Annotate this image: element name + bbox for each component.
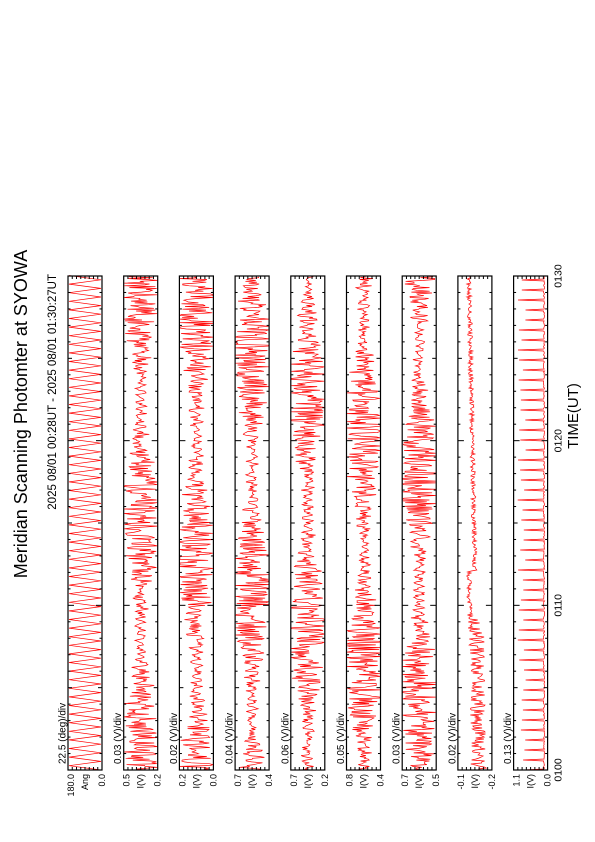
y-axis-label: I(V) — [470, 774, 480, 789]
x-tick-label: 0120 — [553, 429, 565, 453]
panel-frame-8 — [457, 275, 493, 771]
y-axis-label: I(V) — [136, 774, 146, 789]
y-axis-label: I(V) — [414, 774, 424, 789]
y-tick-label: 0.4 — [376, 774, 386, 787]
y-tick-label: 0.0 — [208, 774, 218, 787]
panel-3: 0.0 0.2 I(V) 0.02 (V)/div — [169, 275, 218, 789]
series-line-4 — [234, 276, 269, 771]
scale-label: 22.5 (deg)/div — [58, 703, 69, 764]
scale-label: 0.03 (V)/div — [392, 713, 403, 764]
y-tick-label: 0.0 — [97, 774, 107, 787]
y-tick-label: 180.0 — [66, 774, 76, 797]
series-line-7 — [401, 276, 437, 771]
scale-label: 0.02 (V)/div — [169, 713, 180, 764]
y-tick-label: 0.5 — [122, 774, 132, 787]
y-tick-label: 0.0 — [543, 774, 553, 787]
series-line-6 — [346, 276, 381, 771]
panel-6: 0.4 0.8 I(V) 0.05 (V)/div — [336, 275, 386, 789]
panel-5: 0.2 0.7 I(V) 0.06 (V)/div — [280, 275, 330, 789]
y-axis-label: I(V) — [303, 774, 313, 789]
y-tick-label: 0.7 — [400, 774, 410, 787]
y-tick-label: 0.2 — [177, 774, 187, 787]
x-axis-label: TIME(UT) — [565, 383, 582, 449]
x-tick-label: 0130 — [553, 264, 565, 288]
scale-label: 0.03 (V)/div — [113, 713, 124, 764]
y-axis-label: I(V) — [359, 774, 369, 789]
panel-2: 0.2 0.5 I(V) 0.03 (V)/div — [113, 275, 163, 789]
panel-7: 0.5 0.7 I(V) 0.03 (V)/div — [392, 275, 441, 789]
series-line-2 — [123, 276, 158, 771]
time-range-label: 2025 08/01 00:28UT - 2025 08/01 01:30:27… — [47, 274, 59, 510]
y-tick-label: 0.7 — [233, 774, 243, 787]
plot-area: 0.0 180.0 Ang 22.5 (deg)/div 0.2 0.5 I(V) 0.03 … — [58, 264, 565, 796]
scale-label: 0.05 (V)/div — [336, 713, 347, 764]
y-tick-label: 0.2 — [153, 774, 163, 787]
series-line-5 — [290, 276, 325, 771]
panel-8: -0.2 -0.1 I(V) 0.02 (V)/div — [447, 275, 497, 790]
panel-4: 0.4 0.7 I(V) 0.04 (V)/div — [225, 275, 274, 789]
panel-9: 0.0 1.1 I(V) 0.13 (V)/div — [503, 275, 553, 789]
x-tick-label: 0100 — [553, 758, 565, 782]
y-tick-label: -0.1 — [456, 774, 466, 790]
series-line-3 — [179, 276, 215, 771]
y-tick-label: 0.5 — [431, 774, 441, 787]
scale-label: 0.02 (V)/div — [447, 713, 458, 764]
y-tick-label: -0.2 — [487, 774, 497, 790]
y-tick-label: 0.4 — [264, 774, 274, 787]
x-tick-label: 0110 — [553, 594, 565, 617]
y-axis-label: I(V) — [191, 774, 201, 789]
y-axis-label: I(V) — [526, 774, 536, 789]
scale-label: 0.06 (V)/div — [280, 713, 291, 764]
series-line-8 — [465, 275, 488, 771]
panel-1: 0.0 180.0 Ang 22.5 (deg)/div — [58, 275, 107, 797]
y-axis-label: Ang — [80, 774, 90, 790]
series-line-1 — [68, 275, 102, 771]
y-axis-label: I(V) — [247, 774, 257, 789]
y-tick-label: 0.2 — [320, 774, 330, 787]
series-line-9 — [517, 275, 546, 771]
chart-title: Meridian Scanning Photomter at SYOWA — [11, 250, 31, 578]
scale-label: 0.04 (V)/div — [225, 713, 236, 764]
scale-label: 0.13 (V)/div — [503, 713, 514, 764]
y-tick-label: 0.7 — [289, 774, 299, 787]
y-tick-label: 1.1 — [512, 774, 522, 787]
y-tick-label: 0.8 — [345, 774, 355, 787]
